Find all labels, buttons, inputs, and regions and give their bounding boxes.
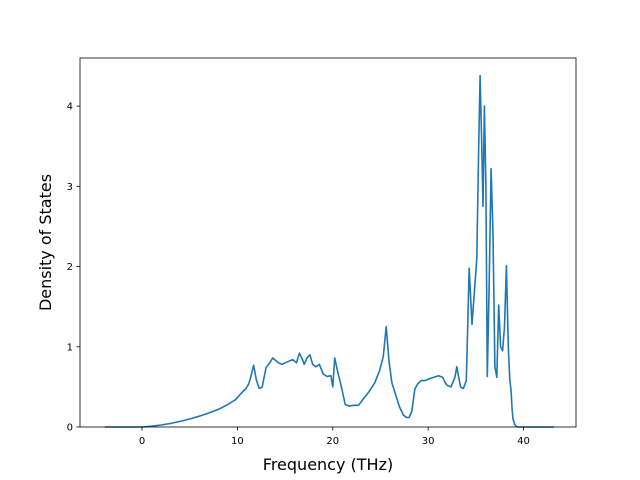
y-axis-label: Density of States — [36, 174, 55, 311]
tick-layer: 0 10 20 30 40 0 1 2 3 4 — [67, 102, 530, 447]
y-tick-label: 4 — [67, 102, 73, 113]
plot-frame — [79, 57, 577, 428]
series-layer — [104, 74, 555, 428]
dos-series-line-0 — [104, 74, 555, 428]
plot-area — [80, 58, 576, 427]
x-axis-label: Frequency (THz) — [263, 455, 393, 474]
x-tick-label: 40 — [517, 436, 530, 447]
x-tick-label: 10 — [231, 436, 244, 447]
y-tick-label: 0 — [67, 423, 73, 434]
y-tick-label: 1 — [67, 342, 73, 353]
y-tick-label: 2 — [67, 262, 73, 273]
x-tick-label: 30 — [422, 436, 435, 447]
y-tick-label: 3 — [67, 182, 73, 193]
x-tick-label: 20 — [326, 436, 339, 447]
x-tick-label: 0 — [139, 436, 145, 447]
